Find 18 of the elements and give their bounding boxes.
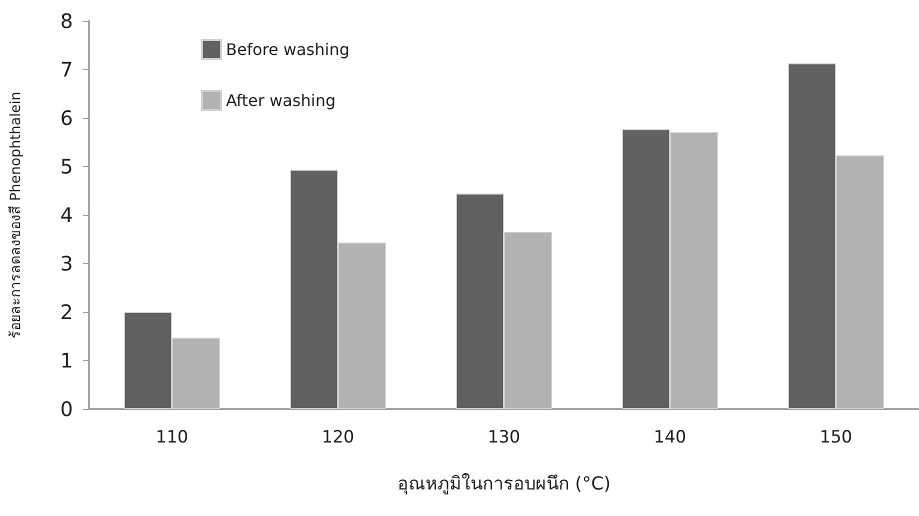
x-tick-label: 150 xyxy=(820,428,852,448)
y-tick-label: 1 xyxy=(60,348,73,372)
y-tick-label: 7 xyxy=(60,58,73,82)
x-tick-label: 130 xyxy=(488,428,520,448)
y-tick-label: 2 xyxy=(60,300,73,324)
y-tick-label: 3 xyxy=(60,252,73,276)
legend-label: After washing xyxy=(226,91,336,110)
y-tick-label: 5 xyxy=(60,154,73,178)
x-tick-label: 140 xyxy=(654,428,686,448)
legend-label: Before washing xyxy=(226,40,350,59)
y-axis-title: ร้อยละการลดลงของสี Phenophthalein xyxy=(8,92,24,338)
y-tick-label: 4 xyxy=(60,203,73,227)
y-tick-label: 0 xyxy=(60,397,73,421)
x-tick-label: 110 xyxy=(156,428,188,448)
x-axis-title: อุณหภูมิในการอบผนึก (°C) xyxy=(397,472,611,494)
y-tick-label: 6 xyxy=(60,106,73,130)
x-tick-label: 120 xyxy=(322,428,354,448)
y-tick-label: 8 xyxy=(60,9,73,33)
